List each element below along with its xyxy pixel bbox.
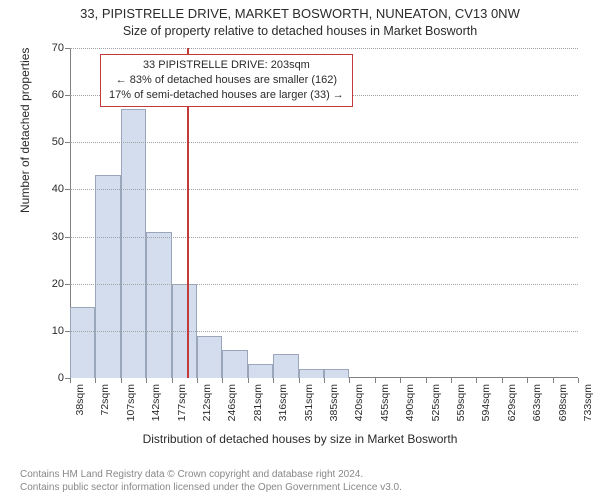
x-tick-mark <box>476 378 477 383</box>
y-tick-mark <box>65 189 70 190</box>
x-tick-mark <box>121 378 122 383</box>
y-tick-label: 0 <box>34 372 64 384</box>
y-tick-label: 70 <box>34 42 64 54</box>
annotation-line: 17% of semi-detached houses are larger (… <box>109 88 344 103</box>
x-axis-title: Distribution of detached houses by size … <box>0 432 600 446</box>
x-tick-mark <box>553 378 554 383</box>
histogram-bar <box>324 369 349 378</box>
histogram-bar <box>121 109 146 378</box>
gridline <box>70 331 578 332</box>
histogram-bar <box>146 232 171 378</box>
y-tick-mark <box>65 95 70 96</box>
x-tick-label: 663sqm <box>531 384 543 434</box>
x-tick-mark <box>578 378 579 383</box>
y-tick-label: 20 <box>34 278 64 290</box>
x-tick-mark <box>70 378 71 383</box>
gridline <box>70 48 578 49</box>
y-tick-mark <box>65 284 70 285</box>
annotation-line: 33 PIPISTRELLE DRIVE: 203sqm <box>109 58 344 73</box>
x-tick-label: 629sqm <box>506 384 518 434</box>
x-tick-label: 281sqm <box>252 384 264 434</box>
y-tick-mark <box>65 331 70 332</box>
x-tick-label: 559sqm <box>455 384 467 434</box>
histogram-bar <box>299 369 324 378</box>
x-tick-label: 525sqm <box>430 384 442 434</box>
y-tick-label: 50 <box>34 136 64 148</box>
x-tick-label: 385sqm <box>328 384 340 434</box>
x-tick-label: 594sqm <box>480 384 492 434</box>
x-tick-label: 490sqm <box>404 384 416 434</box>
x-tick-mark <box>324 378 325 383</box>
chart-container: 33, PIPISTRELLE DRIVE, MARKET BOSWORTH, … <box>0 0 600 500</box>
x-tick-mark <box>375 378 376 383</box>
y-tick-label: 10 <box>34 325 64 337</box>
x-tick-mark <box>426 378 427 383</box>
x-tick-label: 142sqm <box>150 384 162 434</box>
histogram-bar <box>222 350 247 378</box>
x-tick-label: 107sqm <box>125 384 137 434</box>
y-tick-label: 40 <box>34 183 64 195</box>
histogram-bar <box>95 175 120 378</box>
x-tick-mark <box>197 378 198 383</box>
x-tick-mark <box>451 378 452 383</box>
footer-credits: Contains HM Land Registry data © Crown c… <box>20 469 402 494</box>
x-tick-mark <box>349 378 350 383</box>
x-tick-mark <box>248 378 249 383</box>
y-tick-label: 60 <box>34 89 64 101</box>
x-tick-label: 316sqm <box>277 384 289 434</box>
x-tick-label: 455sqm <box>379 384 391 434</box>
y-tick-mark <box>65 48 70 49</box>
title-line1: 33, PIPISTRELLE DRIVE, MARKET BOSWORTH, … <box>0 6 600 23</box>
x-tick-mark <box>95 378 96 383</box>
footer-line1: Contains HM Land Registry data © Crown c… <box>20 469 402 482</box>
x-tick-label: 733sqm <box>582 384 594 434</box>
footer-line2: Contains public sector information licen… <box>20 482 402 495</box>
x-tick-label: 246sqm <box>226 384 238 434</box>
gridline <box>70 189 578 190</box>
annotation-line: ← 83% of detached houses are smaller (16… <box>109 73 344 88</box>
y-tick-mark <box>65 237 70 238</box>
x-tick-mark <box>527 378 528 383</box>
x-tick-label: 698sqm <box>557 384 569 434</box>
histogram-bar <box>197 336 222 378</box>
y-axis-title: Number of detached properties <box>18 48 32 213</box>
x-tick-label: 177sqm <box>176 384 188 434</box>
x-tick-mark <box>146 378 147 383</box>
x-tick-mark <box>299 378 300 383</box>
x-tick-label: 212sqm <box>201 384 213 434</box>
x-tick-label: 351sqm <box>303 384 315 434</box>
histogram-bar <box>273 354 298 378</box>
x-tick-label: 38sqm <box>74 384 86 434</box>
x-tick-mark <box>172 378 173 383</box>
x-tick-mark <box>222 378 223 383</box>
title-block: 33, PIPISTRELLE DRIVE, MARKET BOSWORTH, … <box>0 6 600 39</box>
gridline <box>70 142 578 143</box>
annotation-box: 33 PIPISTRELLE DRIVE: 203sqm← 83% of det… <box>100 54 353 107</box>
x-tick-label: 420sqm <box>353 384 365 434</box>
y-tick-mark <box>65 142 70 143</box>
gridline <box>70 284 578 285</box>
x-tick-mark <box>273 378 274 383</box>
histogram-bar <box>70 307 95 378</box>
title-line2: Size of property relative to detached ho… <box>0 23 600 39</box>
y-tick-label: 30 <box>34 231 64 243</box>
x-tick-label: 72sqm <box>99 384 111 434</box>
x-tick-mark <box>400 378 401 383</box>
x-tick-mark <box>502 378 503 383</box>
histogram-bar <box>248 364 273 378</box>
gridline <box>70 237 578 238</box>
